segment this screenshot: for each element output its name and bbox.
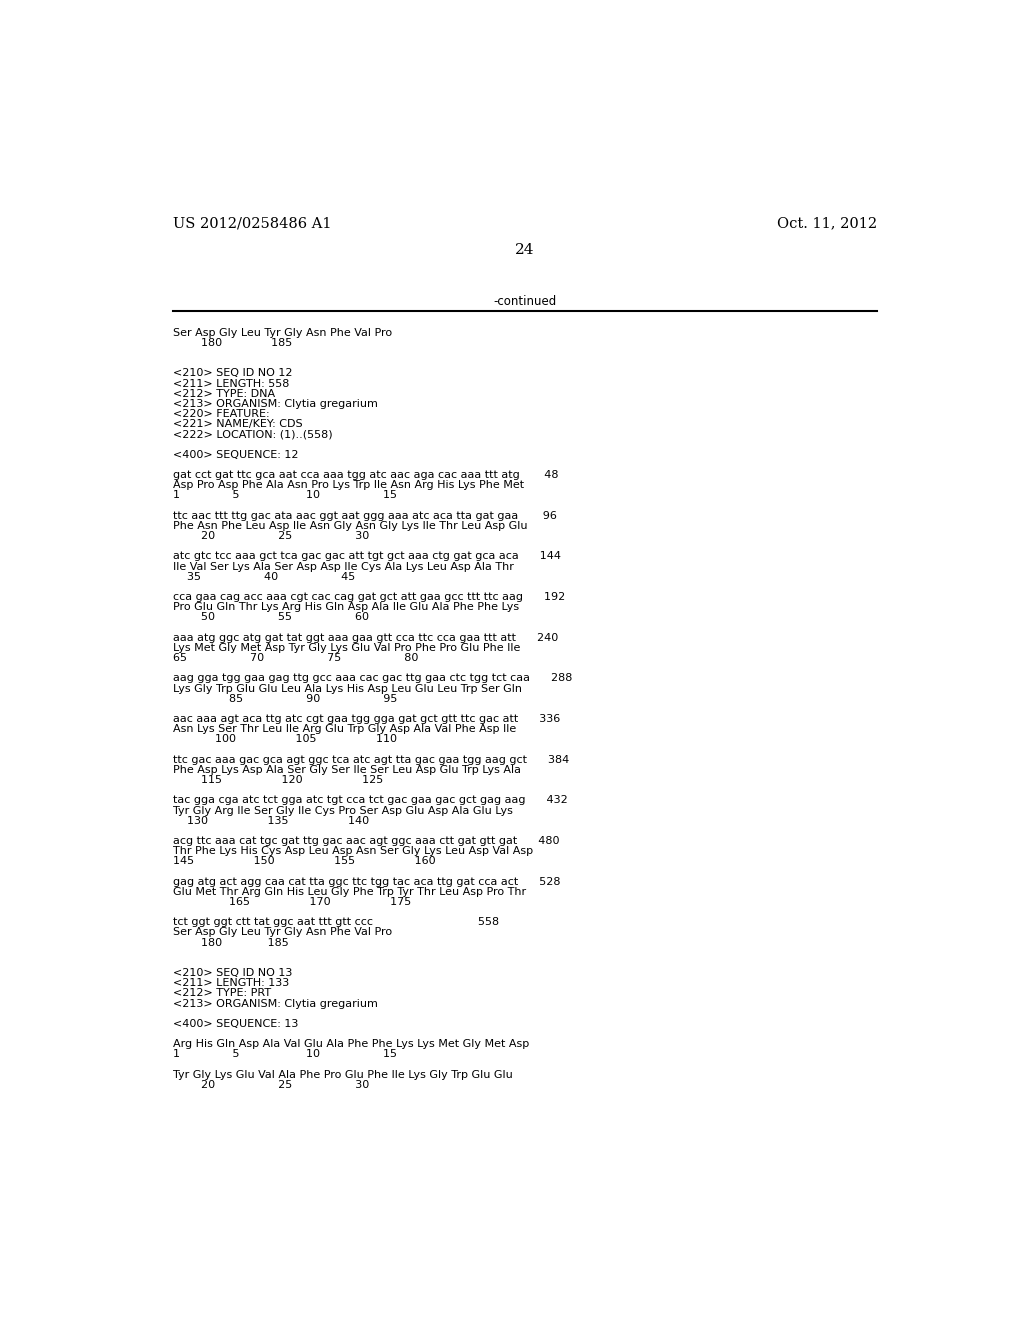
- Text: Arg His Gln Asp Ala Val Glu Ala Phe Phe Lys Lys Met Gly Met Asp: Arg His Gln Asp Ala Val Glu Ala Phe Phe …: [173, 1039, 529, 1049]
- Text: <221> NAME/KEY: CDS: <221> NAME/KEY: CDS: [173, 420, 302, 429]
- Text: aaa atg ggc atg gat tat ggt aaa gaa gtt cca ttc cca gaa ttt att      240: aaa atg ggc atg gat tat ggt aaa gaa gtt …: [173, 632, 558, 643]
- Text: 165                 170                 175: 165 170 175: [173, 898, 412, 907]
- Text: 65                  70                  75                  80: 65 70 75 80: [173, 653, 419, 663]
- Text: <220> FEATURE:: <220> FEATURE:: [173, 409, 269, 420]
- Text: gag atg act agg caa cat tta ggc ttc tgg tac aca ttg gat cca act      528: gag atg act agg caa cat tta ggc ttc tgg …: [173, 876, 560, 887]
- Text: <212> TYPE: DNA: <212> TYPE: DNA: [173, 389, 275, 399]
- Text: gat cct gat ttc gca aat cca aaa tgg atc aac aga cac aaa ttt atg       48: gat cct gat ttc gca aat cca aaa tgg atc …: [173, 470, 558, 480]
- Text: 130                 135                 140: 130 135 140: [173, 816, 369, 826]
- Text: 50                  55                  60: 50 55 60: [173, 612, 369, 623]
- Text: 24: 24: [515, 243, 535, 257]
- Text: tac gga cga atc tct gga atc tgt cca tct gac gaa gac gct gag aag      432: tac gga cga atc tct gga atc tgt cca tct …: [173, 796, 567, 805]
- Text: acg ttc aaa cat tgc gat ttg gac aac agt ggc aaa ctt gat gtt gat      480: acg ttc aaa cat tgc gat ttg gac aac agt …: [173, 836, 559, 846]
- Text: Oct. 11, 2012: Oct. 11, 2012: [776, 216, 877, 230]
- Text: Lys Gly Trp Glu Glu Leu Ala Lys His Asp Leu Glu Leu Trp Ser Gln: Lys Gly Trp Glu Glu Leu Ala Lys His Asp …: [173, 684, 522, 693]
- Text: Ile Val Ser Lys Ala Ser Asp Asp Ile Cys Ala Lys Leu Asp Ala Thr: Ile Val Ser Lys Ala Ser Asp Asp Ile Cys …: [173, 561, 514, 572]
- Text: Phe Asp Lys Asp Ala Ser Gly Ser Ile Ser Leu Asp Glu Trp Lys Ala: Phe Asp Lys Asp Ala Ser Gly Ser Ile Ser …: [173, 764, 521, 775]
- Text: 145                 150                 155                 160: 145 150 155 160: [173, 857, 435, 866]
- Text: 1               5                   10                  15: 1 5 10 15: [173, 1049, 397, 1060]
- Text: Ser Asp Gly Leu Tyr Gly Asn Phe Val Pro: Ser Asp Gly Leu Tyr Gly Asn Phe Val Pro: [173, 327, 392, 338]
- Text: <210> SEQ ID NO 12: <210> SEQ ID NO 12: [173, 368, 293, 379]
- Text: 100                 105                 110: 100 105 110: [173, 734, 397, 744]
- Text: ttc gac aaa gac gca agt ggc tca atc agt tta gac gaa tgg aag gct      384: ttc gac aaa gac gca agt ggc tca atc agt …: [173, 755, 569, 764]
- Text: tct ggt ggt ctt tat ggc aat ttt gtt ccc                              558: tct ggt ggt ctt tat ggc aat ttt gtt ccc …: [173, 917, 499, 928]
- Text: aag gga tgg gaa gag ttg gcc aaa cac gac ttg gaa ctc tgg tct caa      288: aag gga tgg gaa gag ttg gcc aaa cac gac …: [173, 673, 572, 684]
- Text: Lys Met Gly Met Asp Tyr Gly Lys Glu Val Pro Phe Pro Glu Phe Ile: Lys Met Gly Met Asp Tyr Gly Lys Glu Val …: [173, 643, 520, 653]
- Text: US 2012/0258486 A1: US 2012/0258486 A1: [173, 216, 332, 230]
- Text: Glu Met Thr Arg Gln His Leu Gly Phe Trp Tyr Thr Leu Asp Pro Thr: Glu Met Thr Arg Gln His Leu Gly Phe Trp …: [173, 887, 526, 896]
- Text: Phe Asn Phe Leu Asp Ile Asn Gly Asn Gly Lys Ile Thr Leu Asp Glu: Phe Asn Phe Leu Asp Ile Asn Gly Asn Gly …: [173, 521, 527, 531]
- Text: 180             185: 180 185: [173, 937, 289, 948]
- Text: <213> ORGANISM: Clytia gregarium: <213> ORGANISM: Clytia gregarium: [173, 999, 378, 1008]
- Text: 1               5                   10                  15: 1 5 10 15: [173, 491, 397, 500]
- Text: -continued: -continued: [494, 296, 556, 309]
- Text: <210> SEQ ID NO 13: <210> SEQ ID NO 13: [173, 968, 292, 978]
- Text: <211> LENGTH: 558: <211> LENGTH: 558: [173, 379, 290, 388]
- Text: Tyr Gly Lys Glu Val Ala Phe Pro Glu Phe Ile Lys Gly Trp Glu Glu: Tyr Gly Lys Glu Val Ala Phe Pro Glu Phe …: [173, 1069, 513, 1080]
- Text: Pro Glu Gln Thr Lys Arg His Gln Asp Ala Ile Glu Ala Phe Phe Lys: Pro Glu Gln Thr Lys Arg His Gln Asp Ala …: [173, 602, 519, 612]
- Text: 20                  25                  30: 20 25 30: [173, 531, 370, 541]
- Text: <400> SEQUENCE: 12: <400> SEQUENCE: 12: [173, 450, 298, 459]
- Text: <222> LOCATION: (1)..(558): <222> LOCATION: (1)..(558): [173, 429, 333, 440]
- Text: 85                  90                  95: 85 90 95: [173, 694, 397, 704]
- Text: aac aaa agt aca ttg atc cgt gaa tgg gga gat gct gtt ttc gac att      336: aac aaa agt aca ttg atc cgt gaa tgg gga …: [173, 714, 560, 725]
- Text: Ser Asp Gly Leu Tyr Gly Asn Phe Val Pro: Ser Asp Gly Leu Tyr Gly Asn Phe Val Pro: [173, 928, 392, 937]
- Text: Tyr Gly Arg Ile Ser Gly Ile Cys Pro Ser Asp Glu Asp Ala Glu Lys: Tyr Gly Arg Ile Ser Gly Ile Cys Pro Ser …: [173, 805, 513, 816]
- Text: Asp Pro Asp Phe Ala Asn Pro Lys Trp Ile Asn Arg His Lys Phe Met: Asp Pro Asp Phe Ala Asn Pro Lys Trp Ile …: [173, 480, 524, 490]
- Text: <211> LENGTH: 133: <211> LENGTH: 133: [173, 978, 289, 989]
- Text: 115                 120                 125: 115 120 125: [173, 775, 383, 785]
- Text: 20                  25                  30: 20 25 30: [173, 1080, 370, 1090]
- Text: ttc aac ttt ttg gac ata aac ggt aat ggg aaa atc aca tta gat gaa       96: ttc aac ttt ttg gac ata aac ggt aat ggg …: [173, 511, 557, 521]
- Text: atc gtc tcc aaa gct tca gac gac att tgt gct aaa ctg gat gca aca      144: atc gtc tcc aaa gct tca gac gac att tgt …: [173, 552, 561, 561]
- Text: <212> TYPE: PRT: <212> TYPE: PRT: [173, 989, 271, 998]
- Text: 35                  40                  45: 35 40 45: [173, 572, 355, 582]
- Text: cca gaa cag acc aaa cgt cac cag gat gct att gaa gcc ttt ttc aag      192: cca gaa cag acc aaa cgt cac cag gat gct …: [173, 593, 565, 602]
- Text: Asn Lys Ser Thr Leu Ile Arg Glu Trp Gly Asp Ala Val Phe Asp Ile: Asn Lys Ser Thr Leu Ile Arg Glu Trp Gly …: [173, 725, 516, 734]
- Text: <213> ORGANISM: Clytia gregarium: <213> ORGANISM: Clytia gregarium: [173, 399, 378, 409]
- Text: <400> SEQUENCE: 13: <400> SEQUENCE: 13: [173, 1019, 298, 1030]
- Text: 180              185: 180 185: [173, 338, 292, 348]
- Text: Thr Phe Lys His Cys Asp Leu Asp Asn Ser Gly Lys Leu Asp Val Asp: Thr Phe Lys His Cys Asp Leu Asp Asn Ser …: [173, 846, 534, 857]
